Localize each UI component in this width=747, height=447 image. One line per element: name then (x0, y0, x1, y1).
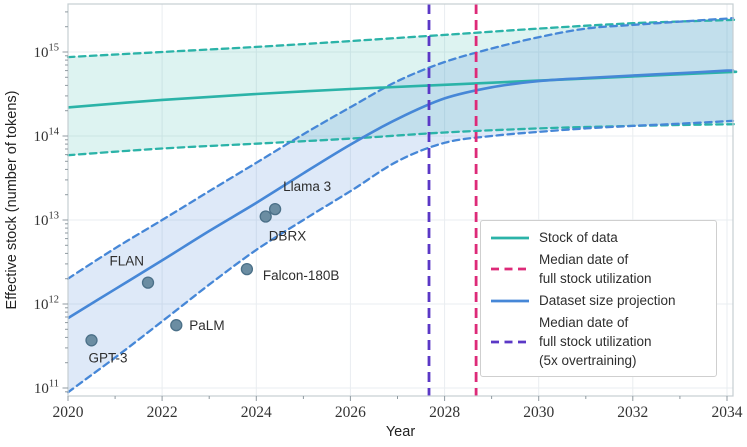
legend-entry-label: Median date of full stock utilization (5… (539, 315, 652, 368)
legend-swatch-dashed (490, 338, 530, 346)
scatter-label: Falcon-180B (263, 268, 340, 283)
tick-marks (62, 11, 728, 401)
scatter-label: FLAN (109, 254, 144, 269)
legend-entry-label: Stock of data (539, 230, 618, 245)
legend-entry: Median date of full stock utilization (490, 250, 707, 288)
x-tick-label: 2028 (429, 404, 460, 421)
scatter-label: Llama 3 (283, 179, 331, 194)
x-tick-label: 2024 (241, 404, 272, 421)
scatter-point-GPT-3 (85, 334, 98, 347)
y-tick-label: 1011 (34, 379, 59, 398)
dataset_median-line (67, 69, 735, 320)
x-axis-label: Year (385, 424, 416, 440)
scatter-point-PaLM (170, 319, 183, 332)
stock_lower-line (66, 122, 738, 157)
dataset_upper-band (68, 18, 733, 393)
x-tick-label: 2026 (335, 404, 366, 421)
dataset_upper-line (66, 17, 735, 280)
x-tick-label: 2020 (53, 404, 84, 421)
scatter-label: PaLM (189, 318, 224, 333)
x-tick-label: 2022 (147, 404, 178, 421)
y-tick-label: 1015 (34, 43, 60, 62)
scatter-point-FLAN (141, 276, 155, 289)
y-tick-label: 1012 (34, 295, 60, 314)
y-tick-label: 1013 (34, 211, 60, 230)
dataset_lower-line (66, 119, 735, 394)
scatter-label: GPT-3 (89, 350, 128, 365)
legend: Stock of data Median date of full stock u… (480, 220, 717, 377)
scatter-point-Llama 3 (268, 202, 282, 216)
y-tick-label: 1014 (34, 127, 60, 146)
y-axis-label: Effective stock (number of tokens) (4, 90, 20, 310)
legend-entry: Stock of data (490, 228, 707, 247)
plot-spines (67, 3, 734, 397)
scatter-point-DBRX (259, 210, 272, 223)
legend-swatch-dashed (490, 265, 530, 273)
legend-swatch-solid (490, 234, 530, 242)
x-tick-label: 2030 (523, 404, 554, 421)
scatter-point-Falcon-180B (240, 262, 254, 276)
scatter-label: DBRX (269, 229, 307, 244)
legend-entry-label: Median date of full stock utilization (539, 252, 652, 286)
legend-entry: Dataset size projection (490, 291, 707, 310)
legend-swatch-solid (490, 297, 530, 305)
legend-entry-label: Dataset size projection (539, 293, 676, 308)
x-tick-label: 2032 (617, 404, 648, 421)
legend-entry: Median date of full stock utilization (5… (490, 313, 707, 370)
x-tick-label: 2034 (712, 404, 743, 421)
